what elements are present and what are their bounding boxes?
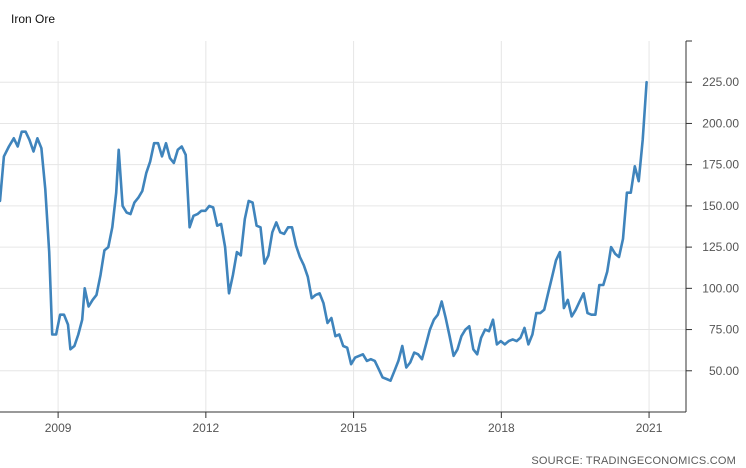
series-layer [0, 80, 648, 382]
y-tick-label: 50.00 [709, 364, 739, 378]
x-tick-label: 2009 [45, 421, 72, 435]
tick-labels: 50.00 75.00 100.00 125.00 150.00 175.00 200.00… [45, 75, 740, 435]
chart-source: SOURCE: TRADINGECONOMICS.COM [531, 455, 736, 467]
y-tick-label: 225.00 [702, 75, 739, 89]
x-tick-label: 2012 [192, 421, 219, 435]
series-line [0, 80, 648, 382]
chart-title: Iron Ore [11, 12, 56, 26]
x-tick-label: 2021 [636, 421, 663, 435]
y-tick-label: 75.00 [709, 323, 739, 337]
grid-lines [0, 41, 686, 412]
y-tick-label: 150.00 [702, 199, 739, 213]
y-tick-label: 100.00 [702, 281, 739, 295]
axes [0, 40, 692, 418]
y-tick-label: 125.00 [702, 240, 739, 254]
x-tick-label: 2015 [340, 421, 367, 435]
x-tick-label: 2018 [488, 421, 515, 435]
y-tick-label: 200.00 [702, 116, 739, 130]
y-tick-label: 175.00 [702, 158, 739, 172]
